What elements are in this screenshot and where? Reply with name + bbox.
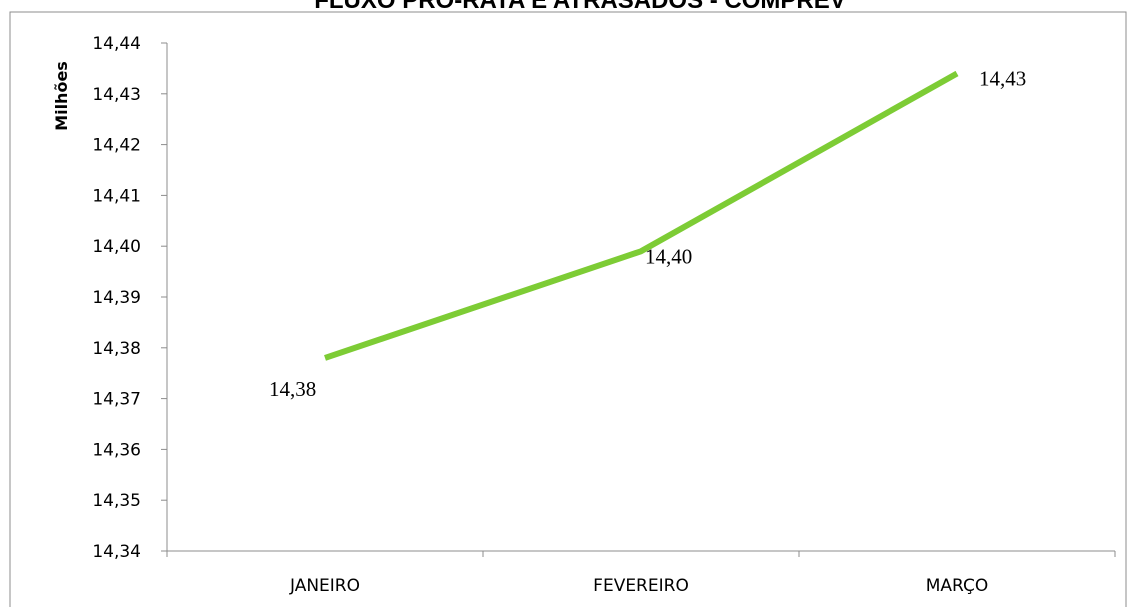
- y-axis-title: Milhões: [52, 61, 71, 131]
- x-category-label: JANEIRO: [289, 576, 360, 596]
- y-tick-label: 14,41: [92, 186, 141, 206]
- y-tick-label: 14,36: [92, 440, 141, 460]
- y-tick-label: 14,37: [92, 390, 141, 410]
- chart-title: FLUXO PRO-RATA E ATRASADOS - COMPREV: [314, 0, 846, 14]
- data-label: 14,38: [269, 377, 316, 401]
- x-category-label: FEVEREIRO: [593, 576, 689, 596]
- y-tick-label: 14,44: [92, 34, 141, 54]
- x-category-label: MARÇO: [926, 576, 989, 596]
- y-tick-label: 14,42: [92, 136, 141, 156]
- chart-border: [10, 12, 1126, 607]
- y-tick-label: 14,40: [92, 237, 141, 257]
- y-tick-label: 14,39: [92, 288, 141, 308]
- y-tick-label: 14,43: [92, 85, 141, 105]
- y-tick-label: 14,35: [92, 491, 141, 511]
- data-label: 14,43: [979, 66, 1026, 90]
- y-tick-label: 14,34: [92, 542, 141, 562]
- data-label: 14,40: [645, 244, 692, 268]
- y-tick-label: 14,38: [92, 339, 141, 359]
